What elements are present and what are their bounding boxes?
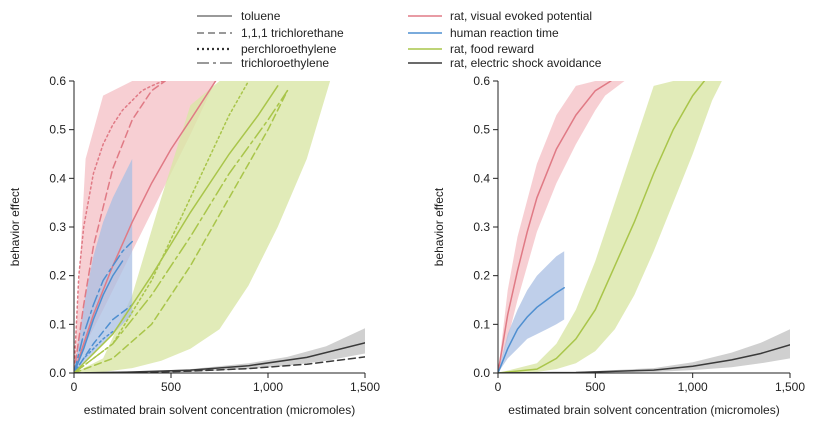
y-axis-title: behavior effect [432, 187, 446, 266]
y-tick-label: 0.6 [473, 74, 490, 88]
y-tick-label: 0.5 [49, 123, 66, 137]
y-tick-label: 0.4 [49, 171, 66, 185]
x-tick-label: 1,000 [678, 380, 708, 394]
y-axis-title: behavior effect [8, 187, 22, 266]
plot-area [498, 81, 790, 373]
plot-area [74, 81, 365, 373]
confidence-band-3 [74, 328, 365, 373]
x-tick-label: 500 [585, 380, 605, 394]
legend-label-solvent: trichloroethylene [241, 56, 329, 70]
y-tick-label: 0.5 [473, 123, 490, 137]
x-tick-label: 0 [71, 380, 78, 394]
x-axis-title: estimated brain solvent concentration (m… [508, 403, 779, 417]
y-tick-label: 0.2 [473, 269, 490, 283]
legend-label-endpoint: human reaction time [450, 26, 559, 40]
legend-label-solvent: perchloroethylene [241, 42, 337, 56]
x-tick-label: 1,000 [253, 380, 283, 394]
x-tick-label: 500 [161, 380, 181, 394]
confidence-band-1 [498, 81, 722, 373]
series-line-3 [74, 260, 124, 373]
series-line-7 [74, 85, 279, 373]
series-line-10 [74, 89, 289, 373]
y-tick-label: 0.0 [49, 366, 66, 380]
right-panel: 0 500 1,000 1,500 0.0 0.1 0.2 0.3 0.4 0.5 0.6 estim… [432, 74, 805, 417]
confidence-band-1 [74, 81, 331, 373]
y-tick-label: 0.1 [49, 317, 66, 331]
series-line-2 [498, 81, 706, 373]
series-line-1 [498, 287, 565, 373]
series-line-0 [498, 81, 612, 373]
x-tick-label: 1,500 [775, 380, 805, 394]
legend: toluene 1,1,1 trichlorethane perchloroethy… [197, 9, 602, 70]
y-tick-label: 0.3 [49, 220, 66, 234]
legend-label-endpoint: rat, food reward [450, 42, 534, 56]
y-tick-label: 0.1 [473, 317, 490, 331]
legend-label-endpoint: rat, visual evoked potential [450, 9, 592, 23]
y-tick-label: 0.3 [473, 220, 490, 234]
legend-label-solvent: 1,1,1 trichlorethane [241, 26, 344, 40]
legend-label-solvent: toluene [241, 9, 281, 23]
legend-label-endpoint: rat, electric shock avoidance [450, 56, 602, 70]
y-tick-label: 0.6 [49, 74, 66, 88]
series-line-0 [74, 81, 217, 373]
y-tick-label: 0.0 [473, 366, 490, 380]
left-panel: 0 500 1,000 1,500 0.0 0.1 0.2 0.3 0.4 0.5 0.6 estim… [8, 74, 380, 417]
y-tick-label: 0.4 [473, 171, 490, 185]
series-line-6 [74, 240, 133, 373]
x-axis-title: estimated brain solvent concentration (m… [84, 403, 355, 417]
series-line-1 [74, 81, 166, 373]
x-tick-label: 0 [495, 380, 502, 394]
series-line-5 [74, 330, 114, 373]
x-tick-label: 1,500 [350, 380, 380, 394]
y-tick-label: 0.2 [49, 269, 66, 283]
series-line-8 [74, 89, 289, 373]
series-line-2 [74, 81, 164, 373]
